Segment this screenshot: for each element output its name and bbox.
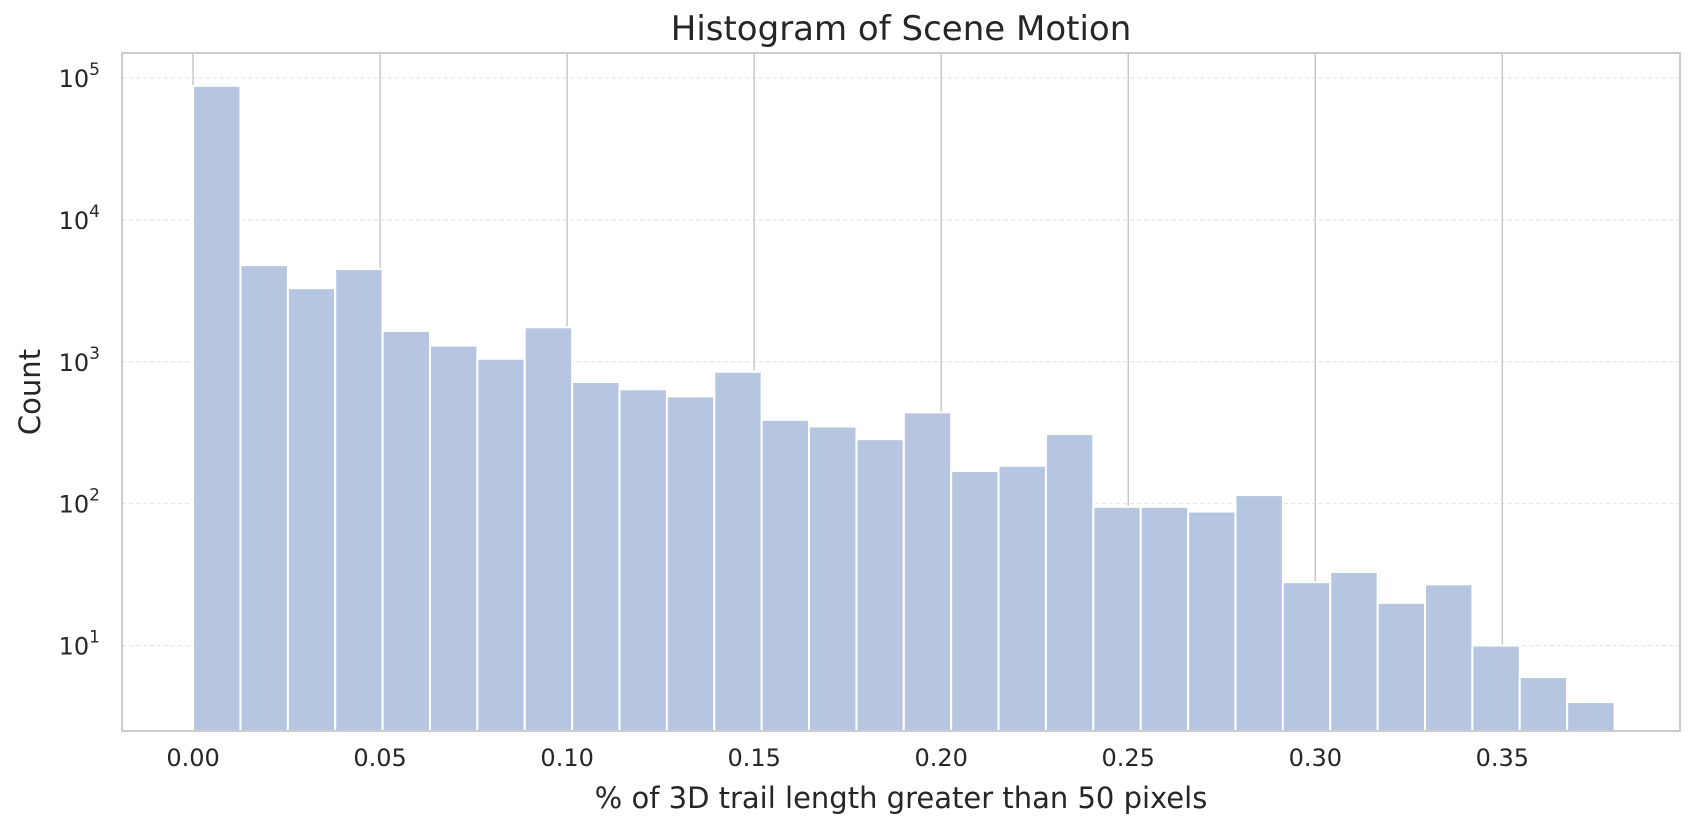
histogram-bar-25 — [1376, 601, 1427, 732]
x-tick-label-0: 0.00 — [166, 744, 219, 772]
x-tick-label-3: 0.15 — [727, 744, 780, 772]
y-tick-label-1: 102 — [59, 486, 100, 519]
histogram-bar-19 — [1092, 505, 1142, 732]
x-tick-label-1: 0.05 — [353, 744, 406, 772]
histogram-bar-6 — [476, 357, 526, 732]
histogram-bar-11 — [713, 370, 763, 732]
y-tick-label-0: 101 — [59, 628, 100, 661]
histogram-bar-10 — [665, 395, 716, 732]
histogram-bar-28 — [1518, 676, 1569, 732]
histogram-bar-20 — [1139, 505, 1190, 732]
histogram-bar-29 — [1566, 701, 1616, 732]
histogram-bar-13 — [808, 425, 858, 732]
y-tick-label-3: 104 — [59, 202, 100, 235]
x-tick-label-4: 0.20 — [914, 744, 967, 772]
histogram-bar-3 — [334, 268, 384, 732]
x-tick-label-7: 0.35 — [1476, 744, 1529, 772]
histogram-bar-1 — [239, 264, 289, 732]
histogram-bar-4 — [381, 329, 431, 732]
histogram-bar-24 — [1329, 570, 1379, 733]
histogram-bar-14 — [855, 438, 905, 732]
x-axis-label: % of 3D trail length greater than 50 pix… — [595, 781, 1208, 815]
y-axis-label: Count — [13, 349, 47, 435]
histogram-bar-26 — [1424, 583, 1474, 733]
histogram-bar-16 — [950, 469, 1000, 732]
histogram-bars — [192, 84, 1616, 733]
histogram-bar-7 — [523, 326, 574, 732]
histogram-bar-12 — [760, 418, 811, 732]
histogram-bar-17 — [997, 464, 1047, 732]
histogram-bar-9 — [618, 388, 668, 732]
histogram-bar-27 — [1471, 644, 1521, 733]
chart-title: Histogram of Scene Motion — [671, 9, 1132, 49]
histogram-bar-18 — [1044, 432, 1095, 732]
histogram-bar-15 — [902, 411, 953, 732]
histogram-bar-0 — [192, 84, 242, 732]
x-tick-label-5: 0.25 — [1102, 744, 1155, 772]
x-tick-labels: 0.00 0.05 0.10 0.15 0.20 0.25 0.30 0.35 — [166, 744, 1529, 772]
histogram-bar-21 — [1187, 510, 1237, 733]
y-tick-label-4: 105 — [59, 60, 100, 93]
y-tick-label-2: 103 — [59, 344, 100, 377]
y-tick-labels: 101 102 103 104 105 — [59, 60, 100, 661]
plot-frame — [121, 52, 1681, 732]
histogram-bar-23 — [1281, 581, 1332, 733]
histogram-bar-8 — [571, 381, 621, 732]
histogram-bar-5 — [428, 344, 479, 732]
x-tick-label-2: 0.10 — [540, 744, 593, 772]
histogram-bar-22 — [1234, 494, 1284, 732]
histogram-bar-2 — [286, 287, 337, 732]
x-tick-label-6: 0.30 — [1289, 744, 1342, 772]
